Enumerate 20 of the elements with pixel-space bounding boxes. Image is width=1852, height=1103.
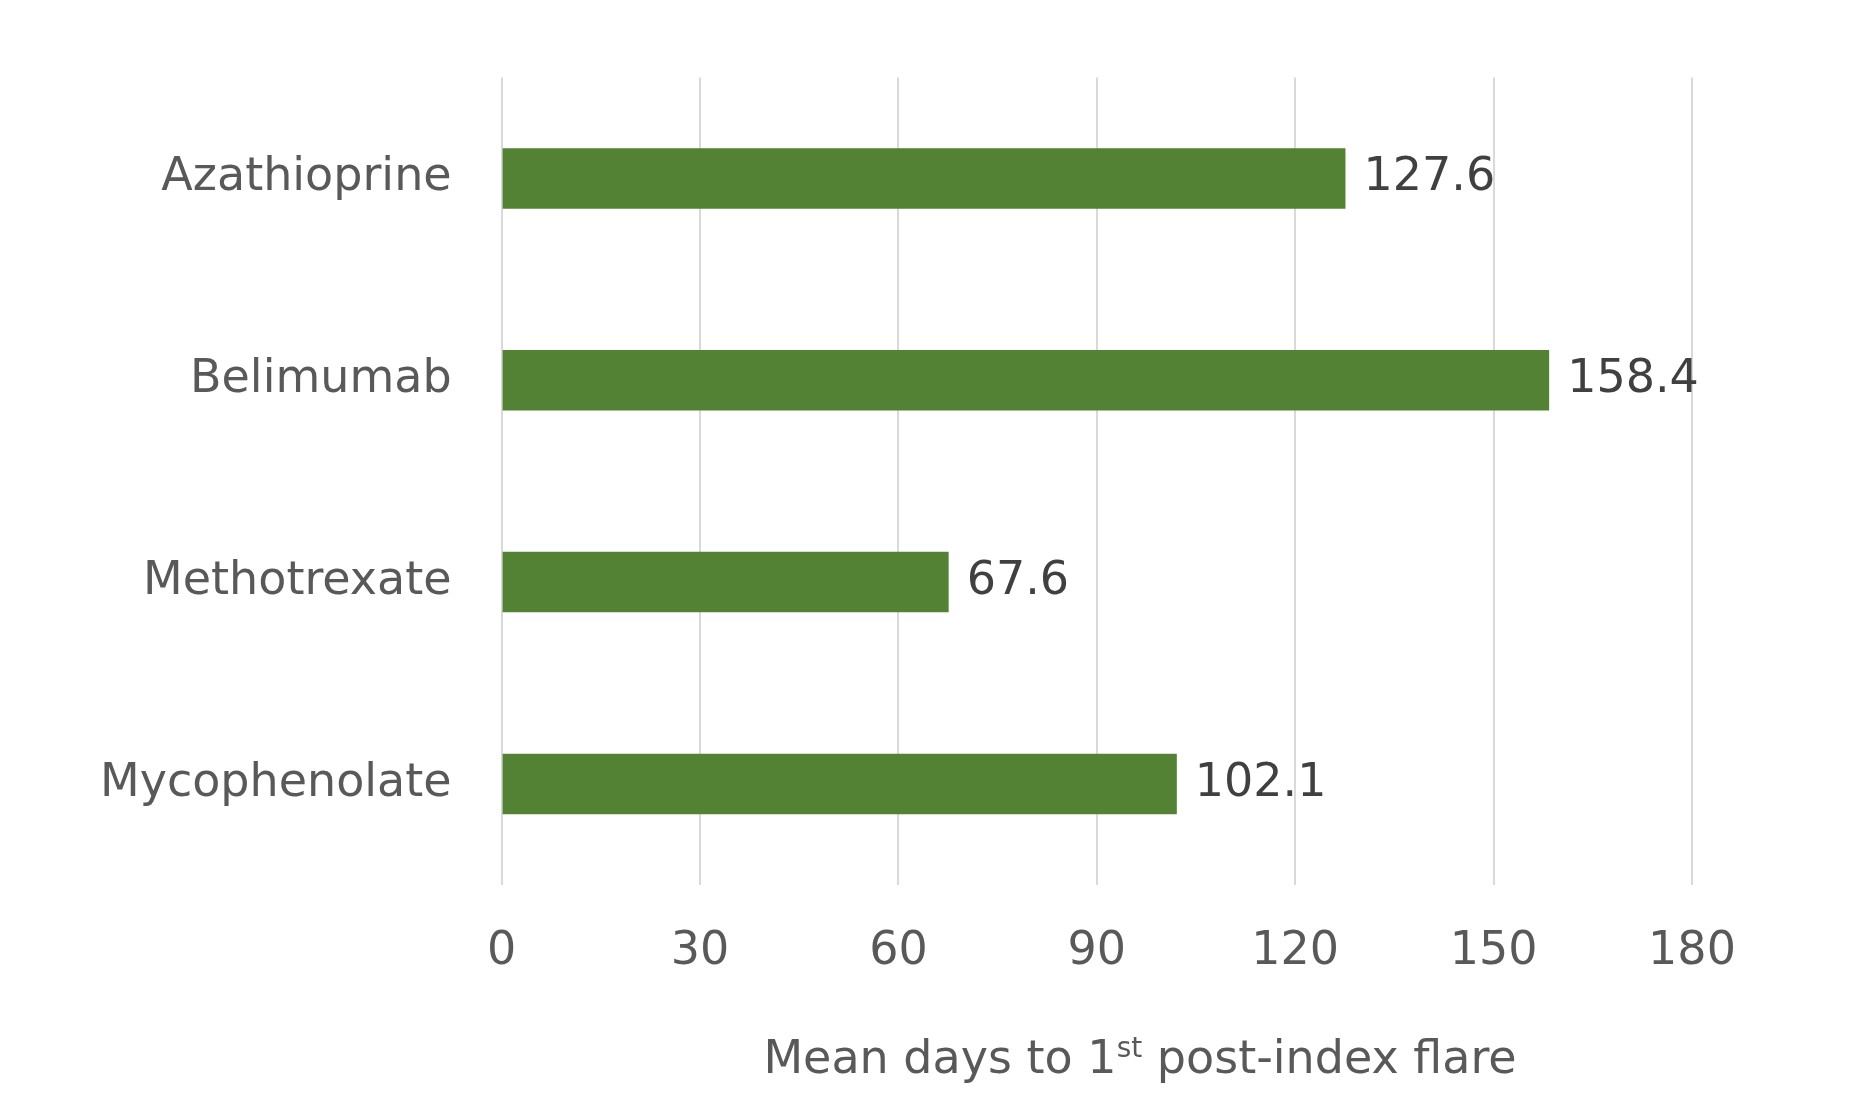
- bar: [502, 148, 1346, 209]
- x-tick-label: 150: [1449, 921, 1538, 976]
- x-tick-label: 0: [486, 921, 517, 976]
- data-label: 67.6: [966, 551, 1070, 606]
- data-label: 158.4: [1567, 349, 1699, 404]
- bar: [502, 350, 1550, 411]
- x-tick-label: 120: [1251, 921, 1340, 976]
- x-axis-title: Mean days to 1$^{st}$ post-index flare: [762, 1030, 1518, 1084]
- bar: [502, 551, 949, 613]
- x-tick-label: 60: [869, 921, 928, 976]
- data-label: 127.6: [1363, 147, 1496, 202]
- y-tick-label: Azathioprine: [161, 147, 452, 202]
- bar: [502, 753, 1177, 815]
- y-tick-label: Belimumab: [190, 349, 452, 404]
- x-tick-label: 90: [1067, 921, 1127, 976]
- data-label: 102.1: [1194, 752, 1327, 807]
- x-tick-label: 180: [1648, 921, 1736, 976]
- x-tick-label: 30: [670, 921, 730, 976]
- y-tick-label: Methotrexate: [143, 551, 452, 606]
- y-tick-label: Mycophenolate: [99, 752, 452, 807]
